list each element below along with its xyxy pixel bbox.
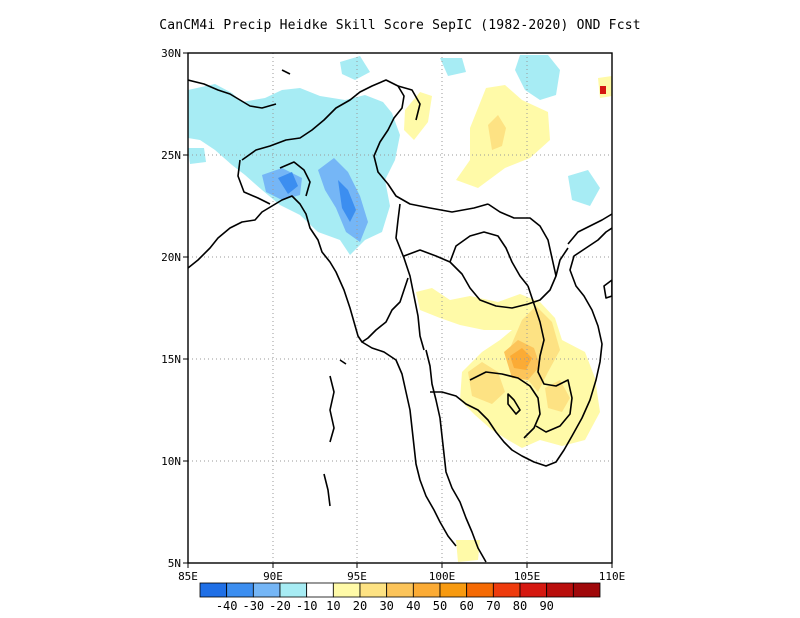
colorbar-label: -30: [242, 599, 264, 613]
lon-tick-label: 105E: [514, 570, 541, 583]
colorbar-label: 20: [353, 599, 367, 613]
colorbar-swatch: [546, 582, 574, 598]
colorbar-swatch: [386, 582, 414, 598]
colorbar-label: 90: [539, 599, 553, 613]
colorbar-swatch: [226, 582, 254, 598]
colorbar-labels: -40 -30 -20 -10 10 20 30 40 50 60 70 80 90: [216, 599, 554, 613]
high-skill-spot: [600, 86, 606, 94]
colorbar-label: 70: [486, 599, 500, 613]
positive-skill-light-regions: [404, 76, 612, 562]
map-frame: [187, 52, 613, 564]
lat-tick-label: 10N: [161, 455, 181, 468]
lon-tick-label: 90E: [263, 570, 283, 583]
colorbar-swatches: [199, 582, 601, 598]
axis-tick-marks: [183, 52, 613, 568]
colorbar-swatch: [492, 582, 521, 598]
colorbar-label: 30: [379, 599, 393, 613]
skill-shading: [188, 55, 612, 562]
colorbar-swatch: [306, 582, 334, 598]
colorbar-swatch: [439, 582, 468, 598]
colorbar-swatch: [279, 582, 308, 598]
map-grid: [188, 53, 612, 563]
colorbar: -40 -30 -20 -10 10 20 30 40 50 60 70 80 90: [199, 582, 601, 613]
lat-tick-label: 30N: [161, 47, 181, 60]
lat-tick-label: 5N: [168, 557, 181, 570]
colorbar-swatch: [572, 582, 601, 598]
colorbar-swatch: [252, 582, 281, 598]
colorbar-label: 50: [433, 599, 447, 613]
lon-tick-labels: 85E 90E 95E 100E 105E 110E: [178, 570, 625, 583]
colorbar-label: -40: [216, 599, 238, 613]
colorbar-swatch: [412, 582, 441, 598]
colorbar-swatch: [199, 582, 228, 598]
colorbar-label: 40: [406, 599, 420, 613]
lon-tick-label: 100E: [429, 570, 456, 583]
colorbar-swatch: [332, 582, 361, 598]
lat-tick-label: 25N: [161, 149, 181, 162]
colorbar-label: 60: [459, 599, 473, 613]
lon-tick-label: 95E: [347, 570, 367, 583]
lon-tick-label: 110E: [599, 570, 626, 583]
coastlines-borders: [188, 69, 612, 563]
colorbar-swatch: [519, 582, 548, 598]
colorbar-label: -20: [269, 599, 291, 613]
colorbar-label: 10: [326, 599, 340, 613]
map-title: CanCM4i Precip Heidke Skill Score SepIC …: [159, 18, 641, 33]
colorbar-swatch: [466, 582, 494, 598]
lon-tick-label: 85E: [178, 570, 198, 583]
lat-tick-label: 20N: [161, 251, 181, 264]
colorbar-label: -10: [296, 599, 318, 613]
negative-skill-strong-regions: [278, 172, 356, 222]
colorbar-label: 80: [513, 599, 527, 613]
lat-tick-labels: 5N 10N 15N 20N 25N 30N: [161, 47, 181, 570]
colorbar-swatch: [359, 582, 388, 598]
lat-tick-label: 15N: [161, 353, 181, 366]
